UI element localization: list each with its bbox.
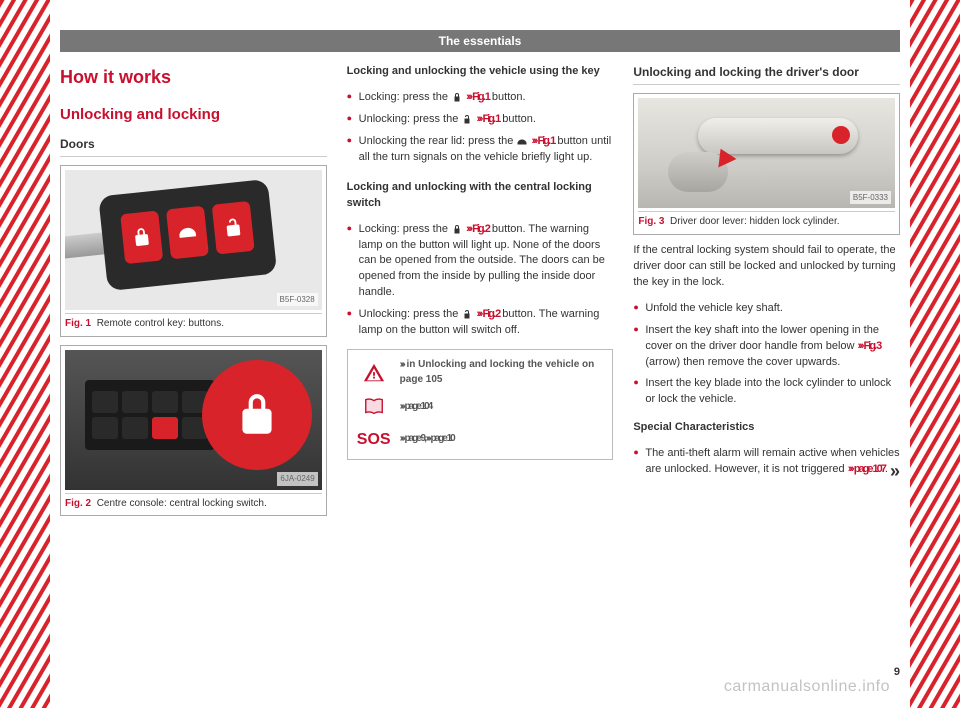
key-trunk-icon [166, 206, 209, 260]
ref-manual: ››› page 104 [358, 395, 603, 419]
lock-icon [451, 91, 463, 103]
continuation-icon: » [890, 462, 900, 480]
warning-icon [358, 361, 390, 385]
column-3: Unlocking and locking the driver's door … [633, 64, 900, 524]
page-header: The essentials [60, 30, 900, 52]
figure-2-code: 6JA-0249 [277, 472, 317, 486]
trunk-icon [516, 135, 528, 147]
subheading-lock-unlock-key: Locking and unlocking the vehicle using … [347, 64, 614, 80]
bullet-antitheft: The anti-theft alarm will remain active … [633, 446, 900, 478]
figure-3-image: B5F-0333 [638, 98, 895, 208]
ref-sos: SOS ››› page 9, ››› page 10 [358, 427, 603, 451]
unlock-icon [461, 113, 473, 125]
figure-3-code: B5F-0333 [850, 191, 891, 205]
page-border-right [910, 0, 960, 708]
sos-icon: SOS [358, 427, 390, 451]
bullet-insert-blade: Insert the key blade into the lock cylin… [633, 376, 900, 408]
column-2: Locking and unlocking the vehicle using … [347, 64, 614, 524]
figure-2: 6JA-0249 Fig. 2 Centre console: central … [60, 345, 327, 517]
figure-1-caption: Fig. 1 Remote control key: buttons. [65, 313, 322, 332]
subheading-doors: Doors [60, 136, 327, 157]
figure-3: B5F-0333 Fig. 3 Driver door lever: hidde… [633, 93, 900, 235]
bullet-rear-lid: Unlocking the rear lid: press the ››› Fi… [347, 134, 614, 166]
central-lock-icon [202, 360, 312, 470]
figure-2-image: 6JA-0249 [65, 350, 322, 490]
page-content: The essentials How it works Unlocking an… [60, 30, 900, 670]
bullet-locking-switch: Locking: press the ››› Fig. 2 button. Th… [347, 222, 614, 302]
subheading-driver-door: Unlocking and locking the driver's door [633, 64, 900, 85]
figure-2-caption: Fig. 2 Centre console: central locking s… [65, 493, 322, 512]
heading-how-it-works: How it works [60, 64, 327, 90]
page-number: 9 [894, 666, 900, 678]
figure-1-code: B5F-0328 [277, 293, 318, 307]
figure-1: B5F-0328 Fig. 1 Remote control key: butt… [60, 165, 327, 337]
ref-warning: ››› in Unlocking and locking the vehicle… [358, 358, 603, 387]
bullet-insert-shaft: Insert the key shaft into the lower open… [633, 323, 900, 371]
bullet-unfold-shaft: Unfold the vehicle key shaft. [633, 301, 900, 317]
bullet-unlocking-key: Unlocking: press the ››› Fig. 1 button. [347, 112, 614, 128]
key-unlock-icon [212, 201, 255, 255]
figure-1-image: B5F-0328 [65, 170, 322, 310]
figure-3-caption: Fig. 3 Driver door lever: hidden lock cy… [638, 211, 895, 230]
subheading-central-switch: Locking and unlocking with the central l… [347, 180, 614, 212]
reference-box: ››› in Unlocking and locking the vehicle… [347, 349, 614, 460]
key-lock-icon [120, 211, 163, 265]
heading-unlocking-locking: Unlocking and locking [60, 104, 327, 126]
watermark: carmanualsonline.info [724, 678, 890, 696]
para-central-fail: If the central locking system should fai… [633, 243, 900, 291]
bullet-locking-key: Locking: press the ››› Fig. 1 button. [347, 90, 614, 106]
column-1: How it works Unlocking and locking Doors… [60, 64, 327, 524]
bullet-unlocking-switch: Unlocking: press the ››› Fig. 2 button. … [347, 307, 614, 339]
page-border-left [0, 0, 50, 708]
unlock-icon [461, 308, 473, 320]
book-icon [358, 395, 390, 419]
lock-icon [451, 223, 463, 235]
subheading-special: Special Characteristics [633, 420, 900, 436]
